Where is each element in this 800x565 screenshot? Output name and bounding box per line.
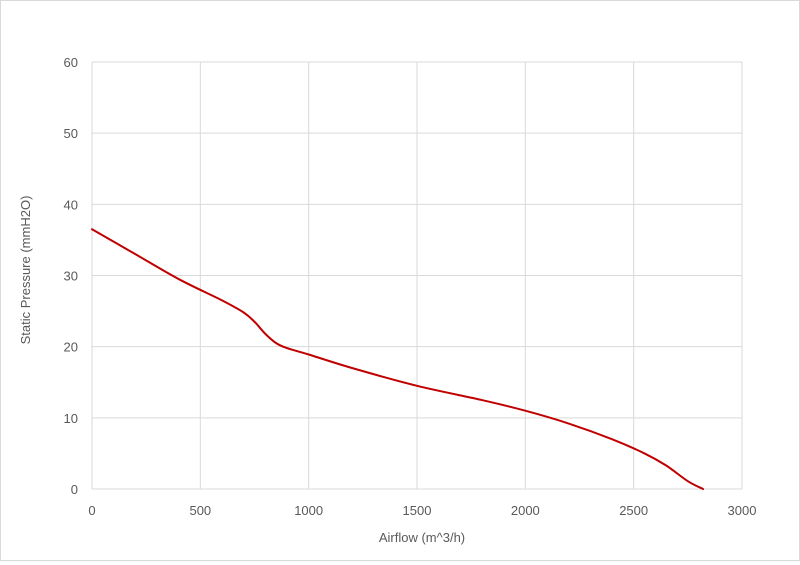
x-tick-label: 500	[189, 503, 211, 518]
y-tick-label: 20	[64, 340, 78, 355]
x-tick-label: 1500	[403, 503, 432, 518]
tick-labels: 0 500 1000 1500 2000 2500 3000 0 10 20 30 40 50 60	[64, 55, 757, 518]
y-tick-label: 50	[64, 126, 78, 141]
x-tick-label: 0	[88, 503, 95, 518]
y-tick-label: 60	[64, 55, 78, 70]
x-axis-title: Airflow (m^3/h)	[379, 530, 465, 545]
y-tick-label: 30	[64, 269, 78, 284]
x-tick-label: 2500	[619, 503, 648, 518]
y-tick-label: 40	[64, 197, 78, 212]
x-tick-label: 1000	[294, 503, 323, 518]
x-tick-label: 3000	[728, 503, 757, 518]
gridlines	[91, 61, 743, 490]
pressure-curve-line	[91, 228, 704, 490]
y-tick-label: 0	[71, 482, 78, 497]
y-axis-title: Static Pressure (mmH2O)	[18, 196, 33, 345]
y-tick-label: 10	[64, 411, 78, 426]
series-layer	[91, 228, 704, 490]
x-tick-label: 2000	[511, 503, 540, 518]
